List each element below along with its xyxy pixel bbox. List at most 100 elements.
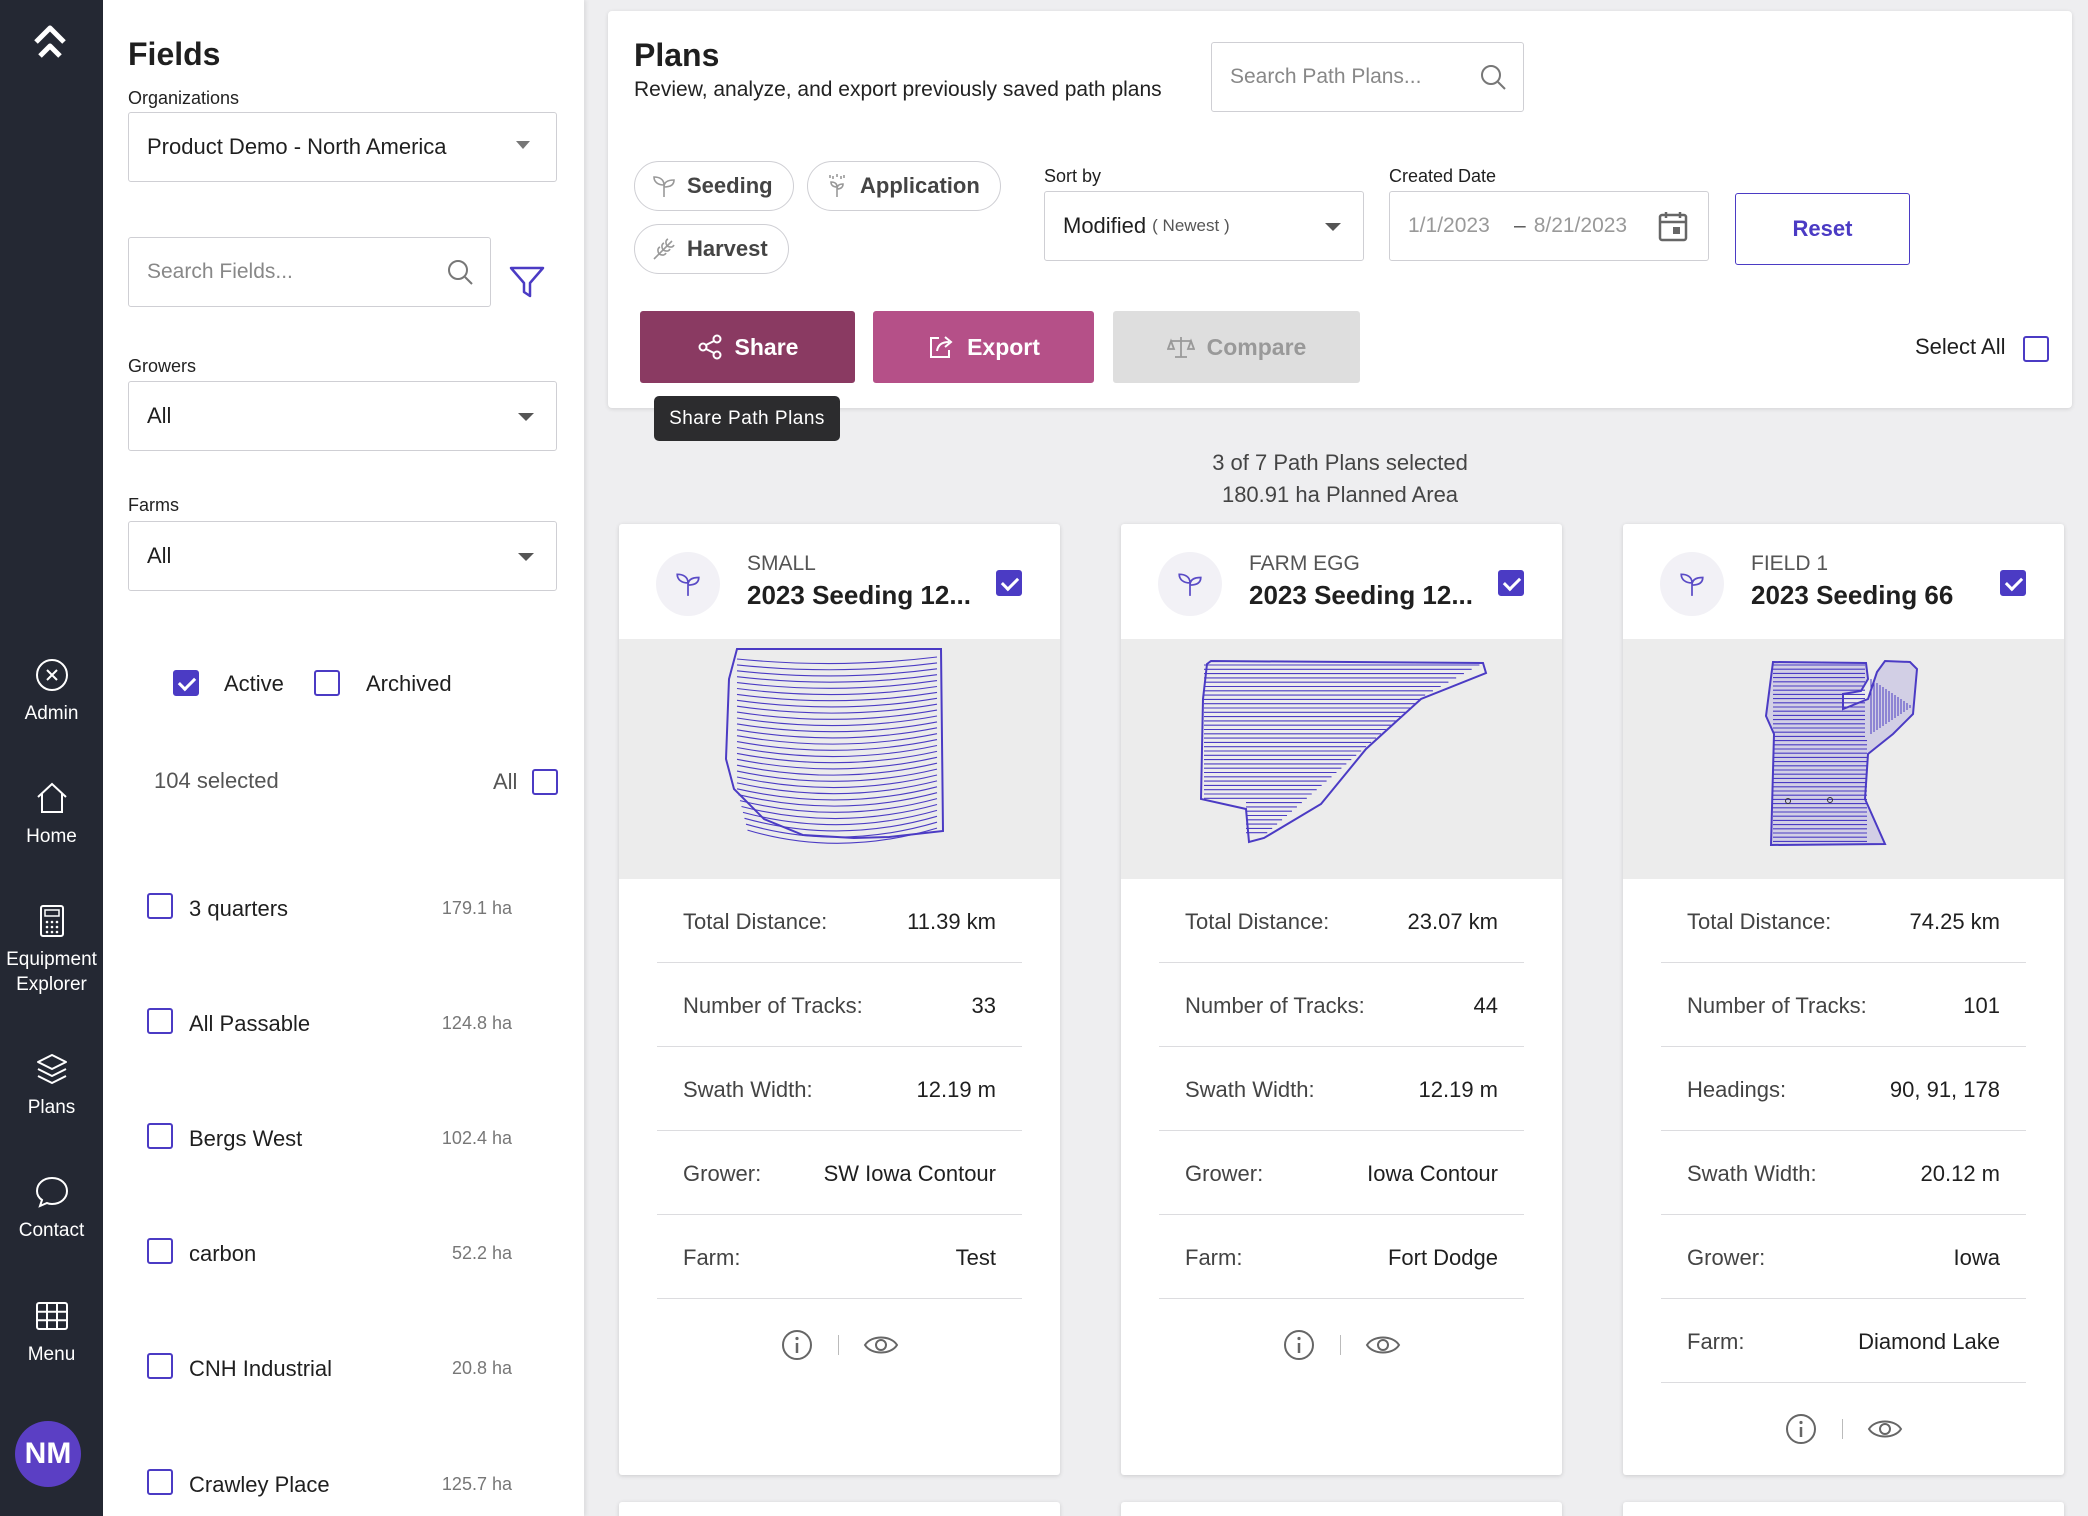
plan-select-checkbox[interactable] (2000, 570, 2026, 596)
field-checkbox[interactable] (147, 1238, 173, 1264)
rail-contact-label: Contact (18, 1220, 85, 1241)
plan-stat-label: Headings: (1687, 1077, 1787, 1102)
plan-stat-label: Farm: (1687, 1329, 1745, 1354)
share-button[interactable]: Share (640, 311, 855, 383)
calendar-icon[interactable] (1658, 210, 1688, 242)
active-checkbox[interactable] (173, 670, 199, 696)
created-date-range[interactable]: 1/1/2023 – 8/21/2023 (1389, 191, 1709, 261)
field-list-item[interactable]: carbon 52.2 ha (103, 1233, 584, 1273)
plan-stat-label: Number of Tracks: (1687, 993, 1867, 1018)
field-checkbox[interactable] (147, 893, 173, 919)
rail-equipment-explorer[interactable]: Equipment Explorer (0, 903, 103, 997)
sprout-icon (653, 176, 675, 197)
divider (838, 1335, 839, 1355)
date-to: 8/21/2023 (1533, 214, 1628, 237)
info-icon[interactable] (780, 1328, 814, 1362)
sort-select[interactable]: Modified ( Newest ) (1044, 191, 1364, 261)
plan-stat-label: Grower: (683, 1161, 762, 1186)
field-checkbox[interactable] (147, 1469, 173, 1495)
chip-harvest[interactable]: Harvest (634, 224, 789, 274)
select-all-plans-checkbox[interactable] (2023, 336, 2049, 362)
sprout-icon (676, 573, 700, 596)
sprout-icon (1680, 573, 1704, 596)
growers-select[interactable]: All (128, 381, 557, 451)
eye-icon[interactable] (1867, 1414, 1903, 1444)
rail-contact[interactable]: Contact (0, 1174, 103, 1243)
rail-admin[interactable]: Admin (0, 657, 103, 726)
organization-select[interactable]: Product Demo - North America (128, 112, 557, 182)
reset-button[interactable]: Reset (1735, 193, 1910, 265)
search-fields-input[interactable]: Search Fields... (128, 237, 491, 307)
compare-button-label: Compare (1206, 333, 1307, 360)
rail-menu[interactable]: Menu (0, 1298, 103, 1367)
plan-stat-label: Number of Tracks: (1185, 993, 1365, 1018)
plan-stat-value: Diamond Lake (1858, 1329, 2000, 1354)
rail-home[interactable]: Home (0, 780, 103, 849)
user-avatar[interactable]: NM (15, 1421, 81, 1487)
plan-card[interactable]: FIELD 1 2023 Seeding 66 Total Distance: 74.… (1623, 524, 2064, 1475)
export-button[interactable]: Export (873, 311, 1094, 383)
plan-stat-row: Number of Tracks: 33 (657, 963, 1022, 1047)
field-area: 125.7 ha (441, 1474, 512, 1494)
chat-bubble-icon (35, 1176, 68, 1208)
farms-select[interactable]: All (128, 521, 557, 591)
plan-card[interactable]: SMALL 2023 Seeding 12... Total Distance: 11… (619, 524, 1060, 1475)
plan-stat-value: Iowa (1953, 1245, 2000, 1270)
chip-application-label: Application (860, 173, 980, 198)
filter-icon[interactable] (509, 265, 545, 299)
scale-icon (1166, 337, 1195, 358)
select-all-fields-checkbox[interactable] (532, 769, 558, 795)
plan-name: 2023 Seeding 66 (1751, 580, 1954, 610)
plan-field-name: FARM EGG (1249, 552, 1360, 575)
field-checkbox[interactable] (147, 1353, 173, 1379)
plan-stat-value: SW Iowa Contour (823, 1161, 996, 1186)
field-list-item[interactable]: 3 quarters 179.1 ha (103, 888, 584, 928)
app-logo-icon[interactable] (30, 22, 70, 62)
plan-stat-row: Farm: Fort Dodge (1159, 1215, 1524, 1299)
plan-stat-row: Farm: Diamond Lake (1661, 1299, 2026, 1383)
plan-name: 2023 Seeding 12... (1249, 580, 1474, 610)
field-list-item[interactable]: CNH Industrial 20.8 ha (103, 1348, 584, 1388)
sort-by-label: Sort by (1044, 166, 1102, 186)
rail-plans[interactable]: Plans (0, 1051, 103, 1120)
plan-stat-value: 74.25 km (1909, 909, 2001, 934)
chip-harvest-label: Harvest (687, 236, 768, 261)
archived-checkbox[interactable] (314, 670, 340, 696)
rail-admin-label: Admin (24, 703, 79, 724)
field-list-item[interactable]: Crawley Place 125.7 ha (103, 1464, 584, 1504)
calculator-icon (39, 905, 64, 937)
fields-title: Fields (128, 36, 221, 72)
plan-field-name: SMALL (747, 552, 816, 575)
plan-select-checkbox[interactable] (996, 570, 1022, 596)
field-checkbox[interactable] (147, 1123, 173, 1149)
plan-select-checkbox[interactable] (1498, 570, 1524, 596)
eye-icon[interactable] (1365, 1330, 1401, 1360)
field-checkbox[interactable] (147, 1008, 173, 1034)
info-icon[interactable] (1282, 1328, 1316, 1362)
active-label: Active (224, 671, 284, 696)
plan-stat-value: 12.19 m (1418, 1077, 1499, 1102)
compare-button[interactable]: Compare (1113, 311, 1360, 383)
chip-seeding[interactable]: Seeding (634, 161, 794, 211)
field-list-item[interactable]: All Passable 124.8 ha (103, 1003, 584, 1043)
plan-stat-value: 44 (1473, 993, 1498, 1018)
farms-value: All (147, 543, 172, 568)
plan-stat-label: Swath Width: (1185, 1077, 1315, 1102)
divider (1340, 1335, 1341, 1355)
plan-stat-label: Total Distance: (683, 909, 828, 934)
plan-name: 2023 Seeding 12... (747, 580, 972, 610)
share-icon (698, 334, 722, 360)
search-plans-input[interactable]: Search Path Plans... (1211, 42, 1524, 112)
plan-card[interactable]: FARM EGG 2023 Seeding 12... Total Distance… (1121, 524, 1562, 1475)
field-name: All Passable (189, 1011, 311, 1036)
chip-application[interactable]: Application (807, 161, 1001, 211)
sort-subvalue: ( Newest ) (1152, 216, 1230, 235)
field-list-item[interactable]: Bergs West 102.4 ha (103, 1118, 584, 1158)
field-area: 179.1 ha (441, 898, 512, 918)
plan-card-actions (1121, 1325, 1562, 1365)
info-icon[interactable] (1784, 1412, 1818, 1446)
eye-icon[interactable] (863, 1330, 899, 1360)
plan-stat-row: Grower: Iowa (1661, 1215, 2026, 1299)
plan-stat-value: 33 (971, 993, 996, 1018)
field-area: 52.2 ha (451, 1243, 512, 1263)
